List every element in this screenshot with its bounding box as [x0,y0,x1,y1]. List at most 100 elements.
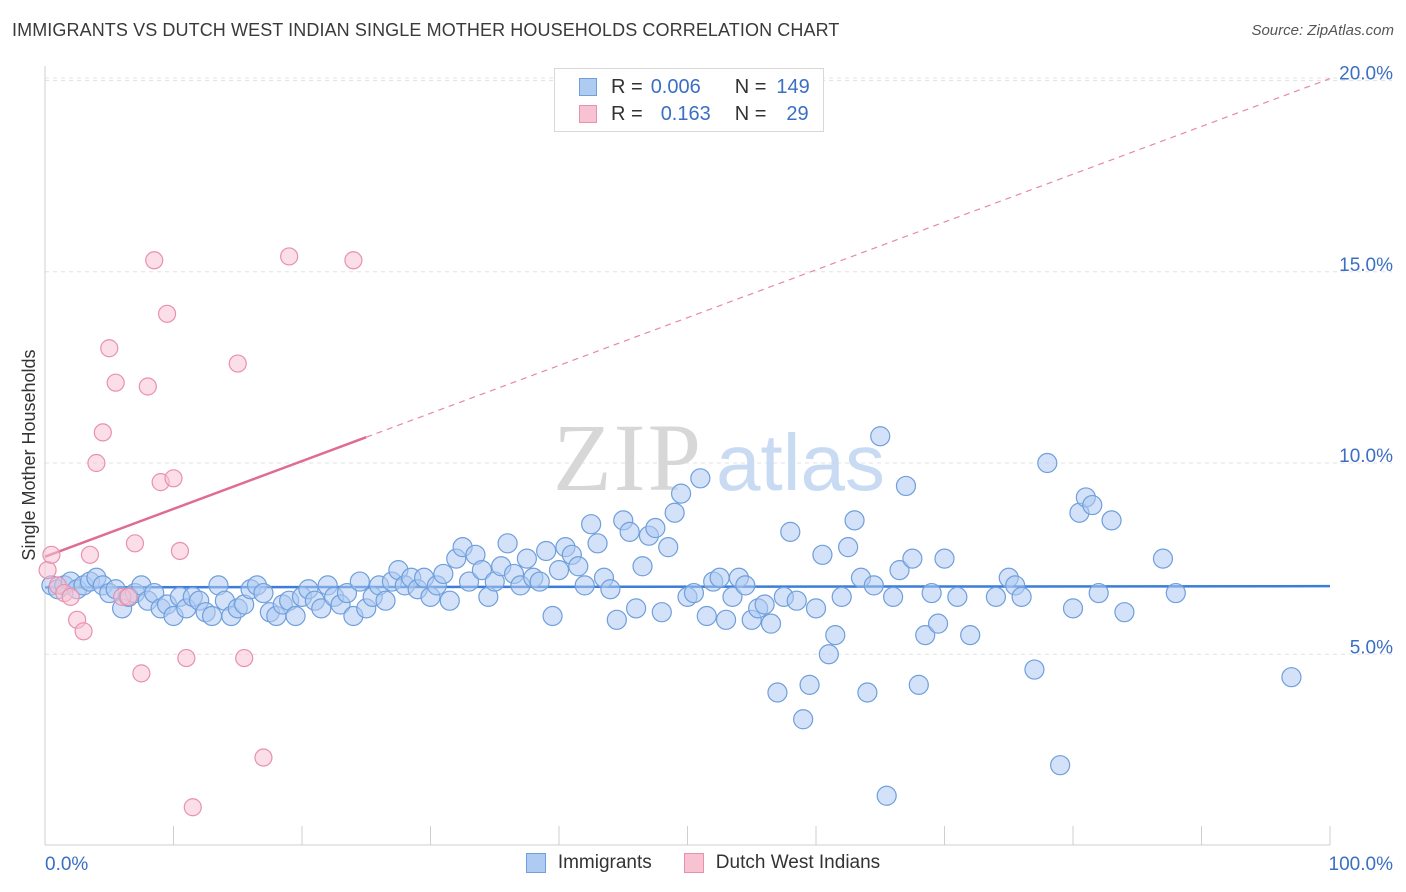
dutch-west-indians-point [87,453,106,473]
y-tick-label: 5.0% [1350,637,1393,658]
immigrants-point [1165,582,1186,604]
immigrants-point [876,785,897,806]
immigrants-point [606,609,627,630]
immigrants-point [696,605,717,627]
legend-item-immigrants[interactable]: Immigrants [525,852,652,874]
dutch-west-indians-legend-swatch [683,853,704,873]
legend-row-dutch-west-indians: R = 0.163 N = 29 [579,101,809,127]
dutch-west-indians-trend-extension [366,78,1331,438]
immigrants-point [433,563,454,585]
immigrants-point [375,590,396,611]
axis-labels: 5.0% 10.0% 15.0% 20.0% 0.0% 100.0% Single Moth… [19,64,1393,876]
immigrants-point [311,598,332,619]
immigrants-point [1024,659,1045,680]
immigrants-point [664,502,685,523]
dutch-west-indians-point [119,587,138,606]
dutch-west-indians-legend-label: Dutch West Indians [715,852,881,873]
dutch-west-indians-point [280,247,299,266]
immigrants-point [709,567,730,588]
immigrants-point [960,625,981,646]
immigrants-point [799,674,820,695]
immigrants-point [760,613,782,634]
immigrants-point [767,682,788,703]
dutch-west-indians-point [106,373,125,392]
dutch-west-indians-point [38,560,57,580]
watermark-atlas: atlas [716,418,885,507]
immigrants-point [831,586,852,607]
x-tick-label: 100.0% [1329,854,1394,875]
immigrants-point [529,571,550,592]
immigrants-point [1082,494,1103,516]
immigrants-point [927,613,949,634]
immigrants-point [882,586,904,607]
dutch-west-indians-point [344,251,363,270]
x-tick-label: 0.0% [45,854,88,875]
immigrants-point [458,571,480,592]
immigrants-point [812,544,833,565]
r-value-dutch-west-indians: 0.163 [660,102,711,125]
immigrants-point [1088,582,1109,604]
immigrants-point [548,559,570,581]
immigrants-point [934,548,955,569]
immigrants-point [600,579,621,600]
immigrants-point [1062,598,1084,619]
dutch-west-indians-point [93,423,112,442]
dutch-west-indians-trend-line [44,436,367,558]
immigrants-point [201,605,223,627]
legend-item-dutch-west-indians[interactable]: Dutch West Indians [683,852,881,874]
immigrants-point [863,575,884,596]
immigrants-point [915,625,936,646]
immigrants-point [838,537,859,558]
chart-title: IMMIGRANTS VS DUTCH WEST INDIAN SINGLE M… [12,20,840,40]
immigrants-point [786,590,807,611]
immigrants-point [1050,755,1071,776]
immigrants-point [793,709,814,730]
dutch-west-indians-point [42,545,61,564]
immigrants-point [825,625,846,646]
y-axis-title: Single Mother Households [19,349,39,560]
immigrants-point [715,609,737,630]
immigrants-point [536,540,557,562]
immigrants-point [670,483,692,504]
immigrants-point [349,571,370,592]
dutch-west-indians-point [80,545,100,564]
dutch-west-indians-point [157,304,177,323]
dutch-west-indians-point [61,587,80,606]
immigrants-point [921,582,942,604]
trend-lines [44,78,1331,589]
immigrants-point [658,537,679,558]
n-value-dutch-west-indians: 29 [786,102,809,125]
immigrants-point [285,605,306,627]
dutch-west-indians-point [125,534,145,553]
dutch-west-indians-point [74,622,93,641]
immigrants-point [1011,586,1032,607]
immigrants-point [651,602,672,623]
immigrants-point [253,582,274,604]
immigrants-point [587,533,608,554]
r-label: R = [611,75,643,98]
axes [44,66,1331,846]
dutch-west-indians-point [183,798,202,817]
n-label: N = [734,102,767,125]
immigrants-legend-swatch [525,853,546,873]
dutch-west-indians-point [170,541,190,561]
y-tick-label: 15.0% [1339,255,1393,276]
immigrants-point [581,514,602,535]
stats-legend: R = 0.006 N = 149 R = 0.163 N = 29 [554,68,824,132]
immigrants-point [805,598,827,619]
immigrants-point [336,582,358,604]
immigrants-point [754,594,775,615]
data-points [38,247,1302,817]
dutch-west-indians-point [254,748,273,767]
immigrants-point [870,426,891,447]
immigrants-swatch [579,78,597,96]
immigrants-point [857,682,878,703]
immigrants-point [1114,602,1135,623]
n-label: N = [734,75,767,98]
immigrants-point [645,517,666,539]
r-label: R = [611,102,643,125]
y-tick-label: 20.0% [1339,64,1393,85]
immigrants-point [683,582,705,604]
dutch-west-indians-point [100,339,119,358]
